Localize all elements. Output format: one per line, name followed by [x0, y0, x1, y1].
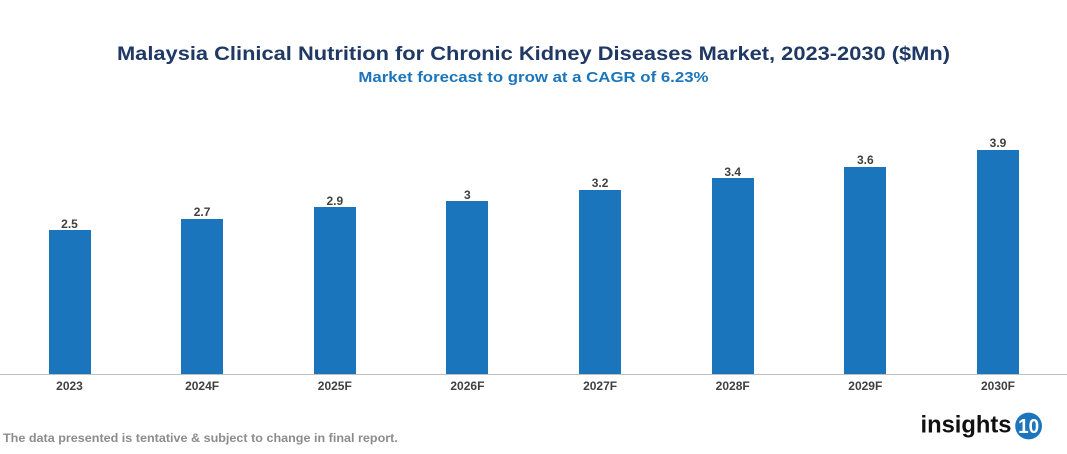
- svg-text:insights: insights: [921, 412, 1012, 439]
- svg-text:10: 10: [1018, 416, 1039, 438]
